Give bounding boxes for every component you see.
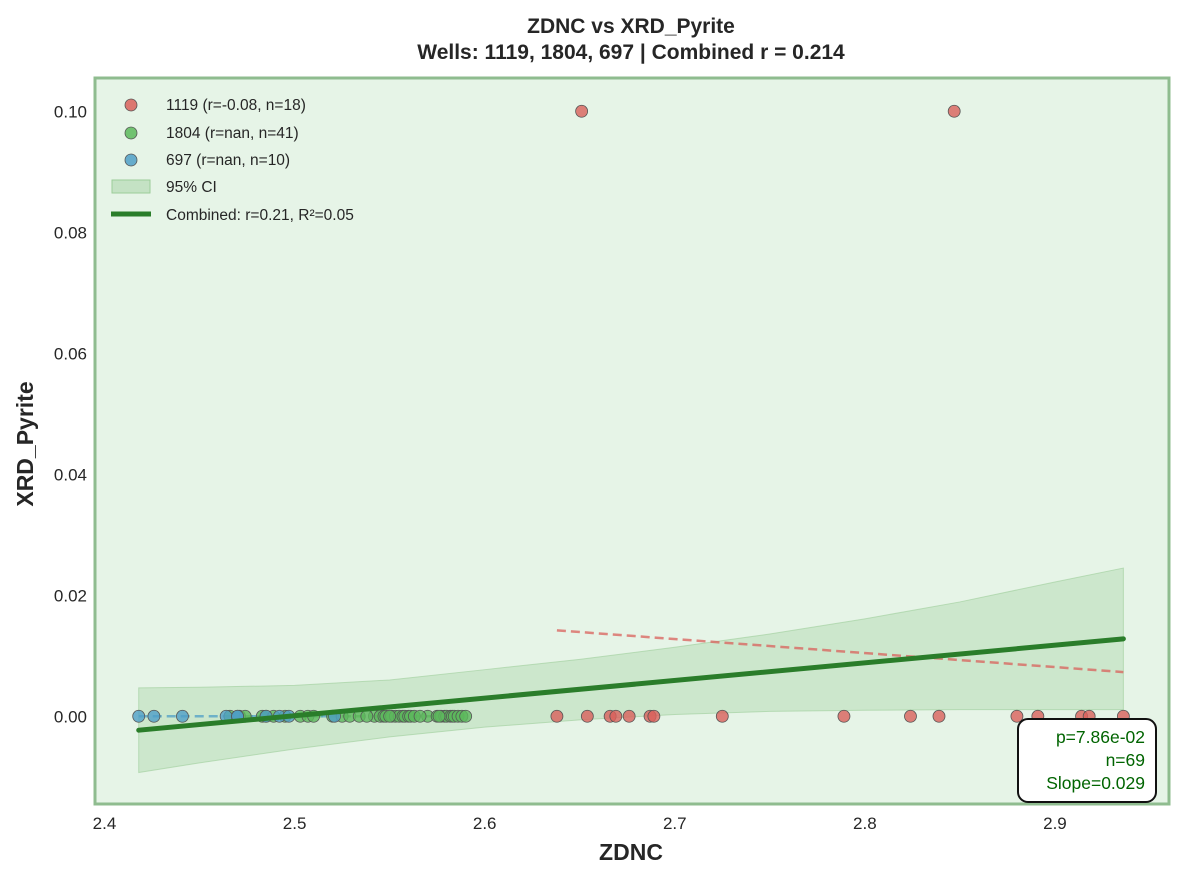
y-tick-label: 0.04 [54,465,87,484]
x-tick-label: 2.7 [663,814,687,833]
legend-label-1119: 1119 (r=-0.08, n=18) [166,97,306,114]
combined-fit-line [136,636,1126,733]
data-point-series-0 [622,709,636,723]
data-point-series-2 [147,709,161,723]
y-axis-label: XRD_Pyrite [12,381,38,506]
x-axis-label: ZDNC [599,839,663,865]
legend-label-ci: 95% CI [166,179,217,196]
chart-subtitle: Wells: 1119, 1804, 697 | Combined r = 0.… [417,41,845,64]
data-point-series-0 [647,709,661,723]
data-point-series-0 [580,709,594,723]
legend: 1119 (r=-0.08, n=18) 1804 (r=nan, n=41) … [111,97,354,224]
data-point-series-0 [609,709,623,723]
data-point-series-2 [132,709,146,723]
x-tick-label: 2.6 [473,814,497,833]
data-point-series-2 [176,709,189,723]
y-tick-label: 0.06 [54,344,87,363]
data-point-series-0 [904,709,917,723]
trend-line-series-0 [556,629,1124,674]
legend-marker-1804 [124,126,138,140]
data-point-series-1 [360,709,374,723]
stats-slope: Slope=0.029 [1046,773,1145,793]
legend-label-combined: Combined: r=0.21, R²=0.05 [166,207,354,224]
x-axis-ticks: 2.4 2.5 2.6 2.7 2.8 2.9 [93,814,1067,833]
legend-label-1804: 1804 (r=nan, n=41) [166,125,299,142]
chart-title: ZDNC vs XRD_Pyrite [527,15,735,38]
x-tick-label: 2.5 [283,814,307,833]
combined-fit-layer [136,636,1126,733]
data-point-series-0 [1010,709,1024,723]
x-tick-label: 2.8 [853,814,877,833]
stats-n: n=69 [1106,750,1145,770]
y-tick-label: 0.00 [54,707,87,726]
legend-label-697: 697 (r=nan, n=10) [166,152,290,169]
legend-swatch-ci [111,179,151,194]
data-point-series-0 [947,104,961,118]
data-point-series-0 [932,709,946,723]
stats-p-value: p=7.86e-02 [1056,727,1145,747]
plot-frame [93,76,1171,806]
stats-box: p=7.86e-02 n=69 Slope=0.029 [1017,718,1157,803]
y-axis-ticks: 0.00 0.02 0.04 0.06 0.08 0.10 [54,102,87,726]
x-tick-label: 2.9 [1043,814,1067,833]
y-tick-label: 0.08 [54,223,87,242]
data-point-series-1 [413,709,427,723]
stats-box-frame [1017,718,1157,803]
data-point-series-1 [383,709,397,723]
data-point-series-0 [575,104,589,118]
data-point-series-1 [432,709,446,723]
data-point-series-0 [715,709,729,723]
y-tick-label: 0.02 [54,586,87,605]
legend-marker-1119 [124,98,138,112]
data-point-series-0 [550,709,564,723]
data-point-series-1 [459,709,473,723]
data-points-layer [132,104,1130,723]
legend-marker-697 [124,153,138,167]
data-point-series-0 [837,709,851,723]
y-tick-label: 0.10 [54,102,87,121]
x-tick-label: 2.4 [93,814,117,833]
